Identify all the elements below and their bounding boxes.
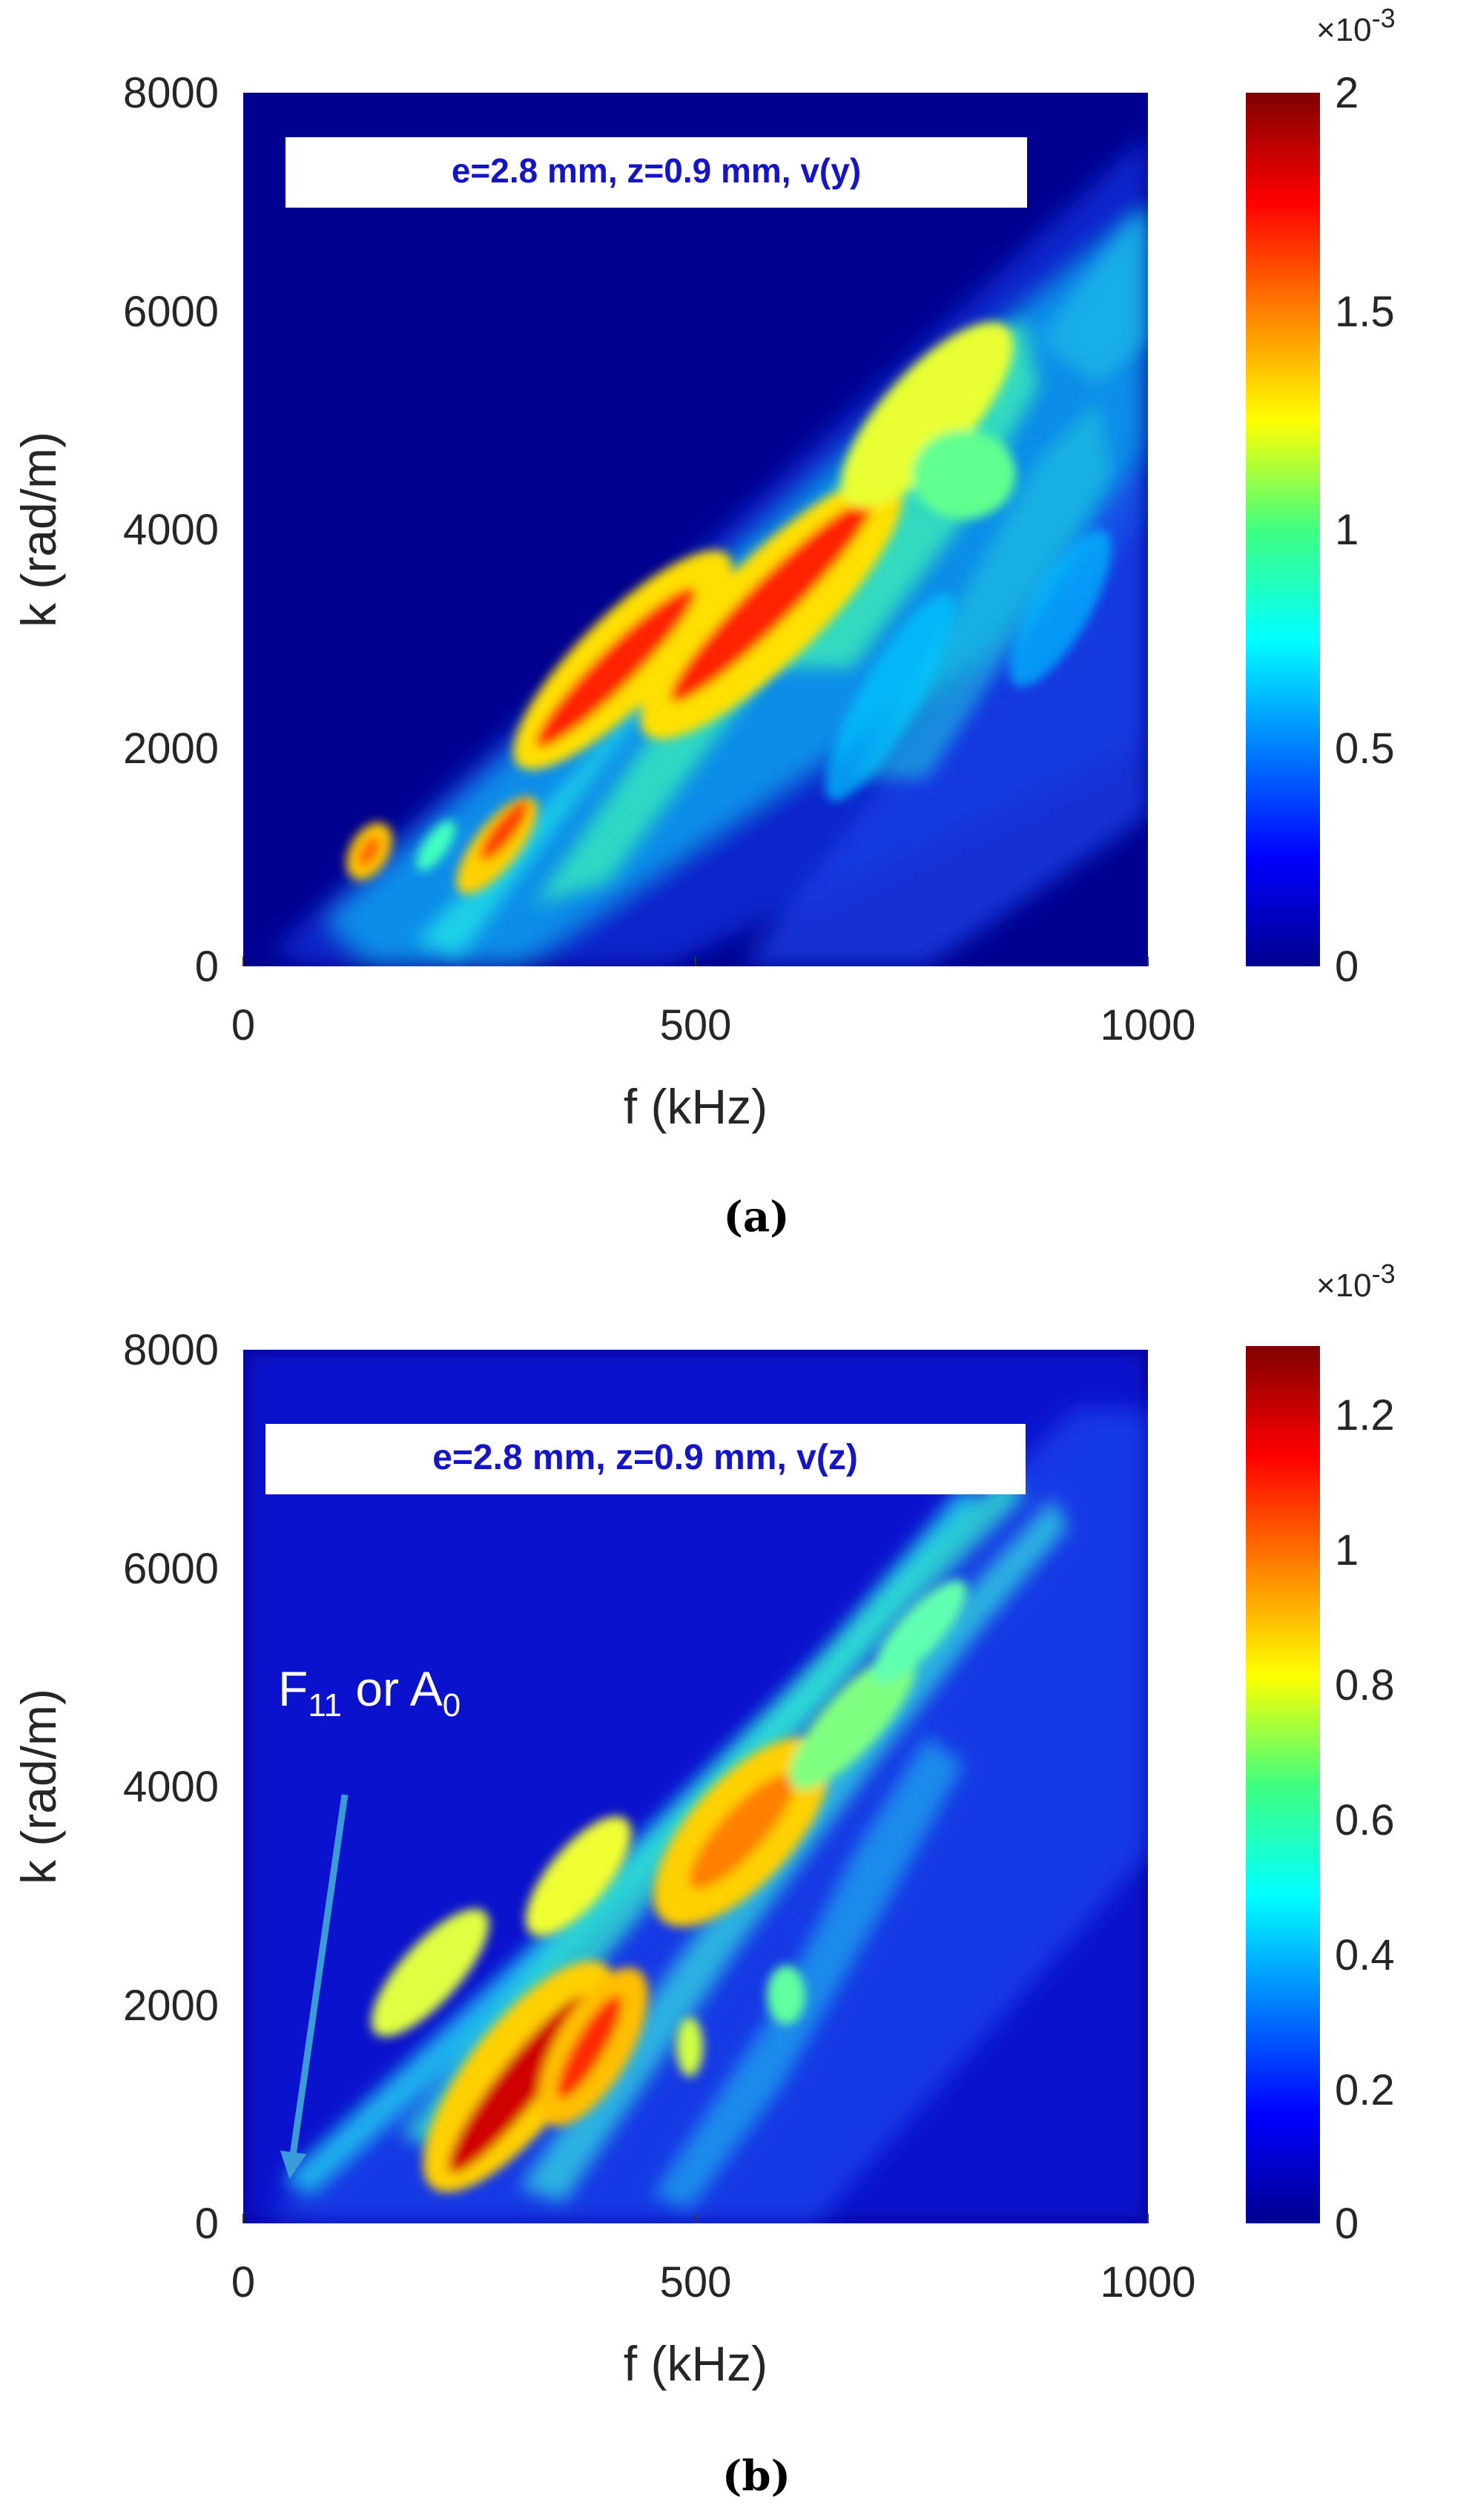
colorbar-tick-b-0.8: 0.8	[1335, 1661, 1395, 1709]
hotspot-b-8	[767, 1965, 805, 2025]
colorbar-tick-b-0.4: 0.4	[1335, 1931, 1395, 1979]
hotspot-a-1-core	[357, 835, 381, 868]
y-tick-label-b-6000: 6000	[123, 1545, 219, 1593]
colorbar-tick-a-1.5: 1.5	[1335, 288, 1395, 336]
ridge-b-4	[653, 1735, 964, 2210]
y-tick-label-a-8000: 8000	[123, 69, 219, 117]
y-tick-label-b-0: 0	[195, 2200, 219, 2248]
heatmap-a	[271, 133, 1148, 966]
annotation-text-a: e=2.8 mm, z=0.9 mm, v(y)	[452, 151, 861, 190]
arrow-label-b-sub: 11	[308, 1687, 342, 1724]
colorbar-multiplier-b: ×10-3	[1316, 1259, 1396, 1304]
hotspot-a-7	[912, 430, 1016, 519]
arrow-label-b: F11 or A0	[278, 1661, 461, 1724]
hotspot-b-2-core	[448, 1995, 590, 2173]
y-axis-title-a: k (rad/m)	[11, 432, 66, 627]
y-tick-label-a-6000: 6000	[123, 288, 219, 336]
arrow-b	[280, 1794, 349, 2179]
y-axis-title-b: k (rad/m)	[11, 1689, 66, 1884]
hotspot-a-3-core	[480, 800, 529, 861]
hotspot-b-1	[371, 1908, 489, 2037]
y-tick-label-a-2000: 2000	[123, 725, 219, 773]
y-ticks-b: 0 2000 4000 6000 8000	[123, 1326, 219, 2248]
hotspot-b-9	[871, 1580, 968, 1683]
colorbar-ticks-b: 0 0.2 0.4 0.6 0.8 1 1.2	[1335, 1391, 1395, 2248]
colorbar-a	[1246, 93, 1320, 966]
y-tick-label-b-8000: 8000	[123, 1326, 219, 1374]
hotspot-b-7	[789, 1651, 917, 1790]
arrow-label-b-mid: or A	[342, 1661, 443, 1716]
colorbar-tick-b-0.2: 0.2	[1335, 2066, 1395, 2114]
colorbar-tick-a-1: 1	[1335, 506, 1359, 554]
hotspot-b-3-core	[557, 1995, 622, 2099]
colorbar-tick-a-0.5: 0.5	[1335, 725, 1395, 773]
x-axis-title-a: f (kHz)	[624, 1079, 768, 1134]
y-tick-label-b-2000: 2000	[123, 1982, 219, 2030]
colorbar-tick-b-0: 0	[1335, 2200, 1359, 2248]
x-tick-label-a-500: 500	[660, 1001, 732, 1049]
x-ticks-a: 0 500 1000	[231, 957, 1196, 1049]
y-tick-label-a-0: 0	[195, 943, 219, 991]
hotspot-a-4-core	[535, 587, 696, 748]
colorbar-tick-b-1: 1	[1335, 1526, 1359, 1574]
colorbar-tick-a-2: 2	[1335, 69, 1359, 117]
hotspot-b-6-core	[689, 1775, 794, 1889]
x-tick-label-b-500: 500	[660, 2258, 732, 2306]
panel-label-a: (a)	[723, 1193, 789, 1241]
hotspot-a-6	[841, 322, 1013, 509]
chart-b: e=2.8 mm, z=0.9 mm, v(z) F11 or A0 0 500…	[11, 1259, 1396, 2501]
x-tick-label-a-0: 0	[231, 1001, 255, 1049]
x-tick-label-b-1000: 1000	[1100, 2258, 1195, 2306]
y-tick-label-b-4000: 4000	[123, 1763, 219, 1811]
x-tick-label-b-0: 0	[231, 2258, 255, 2306]
ridge-b-1	[282, 1483, 979, 2195]
hotspot-b-5	[676, 2017, 703, 2077]
x-ticks-b: 0 500 1000	[231, 2214, 1196, 2306]
colorbar-tick-b-1.2: 1.2	[1335, 1391, 1395, 1439]
chart-a: e=2.8 mm, z=0.9 mm, v(y) 0 500 1000 0 20…	[11, 3, 1396, 1241]
ridge-a-5	[1038, 208, 1148, 386]
hotspot-b-4	[525, 1816, 632, 1936]
arrow-label-b-sub2: 0	[443, 1687, 461, 1724]
hotspot-a-5-core	[670, 499, 873, 702]
y-ticks-a: 0 2000 4000 6000 8000	[123, 69, 219, 991]
annotation-box-b	[265, 1424, 1026, 1494]
annotation-box-a	[286, 137, 1027, 208]
annotation-text-b: e=2.8 mm, z=0.9 mm, v(z)	[432, 1438, 858, 1477]
x-tick-label-a-1000: 1000	[1100, 1001, 1195, 1049]
y-tick-label-a-4000: 4000	[123, 506, 219, 554]
hotspot-a-8	[825, 593, 955, 801]
x-axis-title-b: f (kHz)	[624, 2336, 768, 2391]
heatmap-b	[243, 1350, 1148, 2223]
hotspot-a-9	[1009, 530, 1112, 687]
hotspot-a-2	[416, 819, 456, 871]
arrow-label-b-main: F	[278, 1661, 308, 1716]
colorbar-b	[1246, 1346, 1320, 2223]
colorbar-ticks-a: 0 0.5 1 1.5 2	[1335, 69, 1395, 991]
panel-label-b: (b)	[722, 2452, 791, 2501]
colorbar-tick-b-0.6: 0.6	[1335, 1796, 1395, 1844]
colorbar-tick-a-0: 0	[1335, 943, 1359, 991]
colorbar-multiplier-a: ×10-3	[1316, 3, 1396, 48]
